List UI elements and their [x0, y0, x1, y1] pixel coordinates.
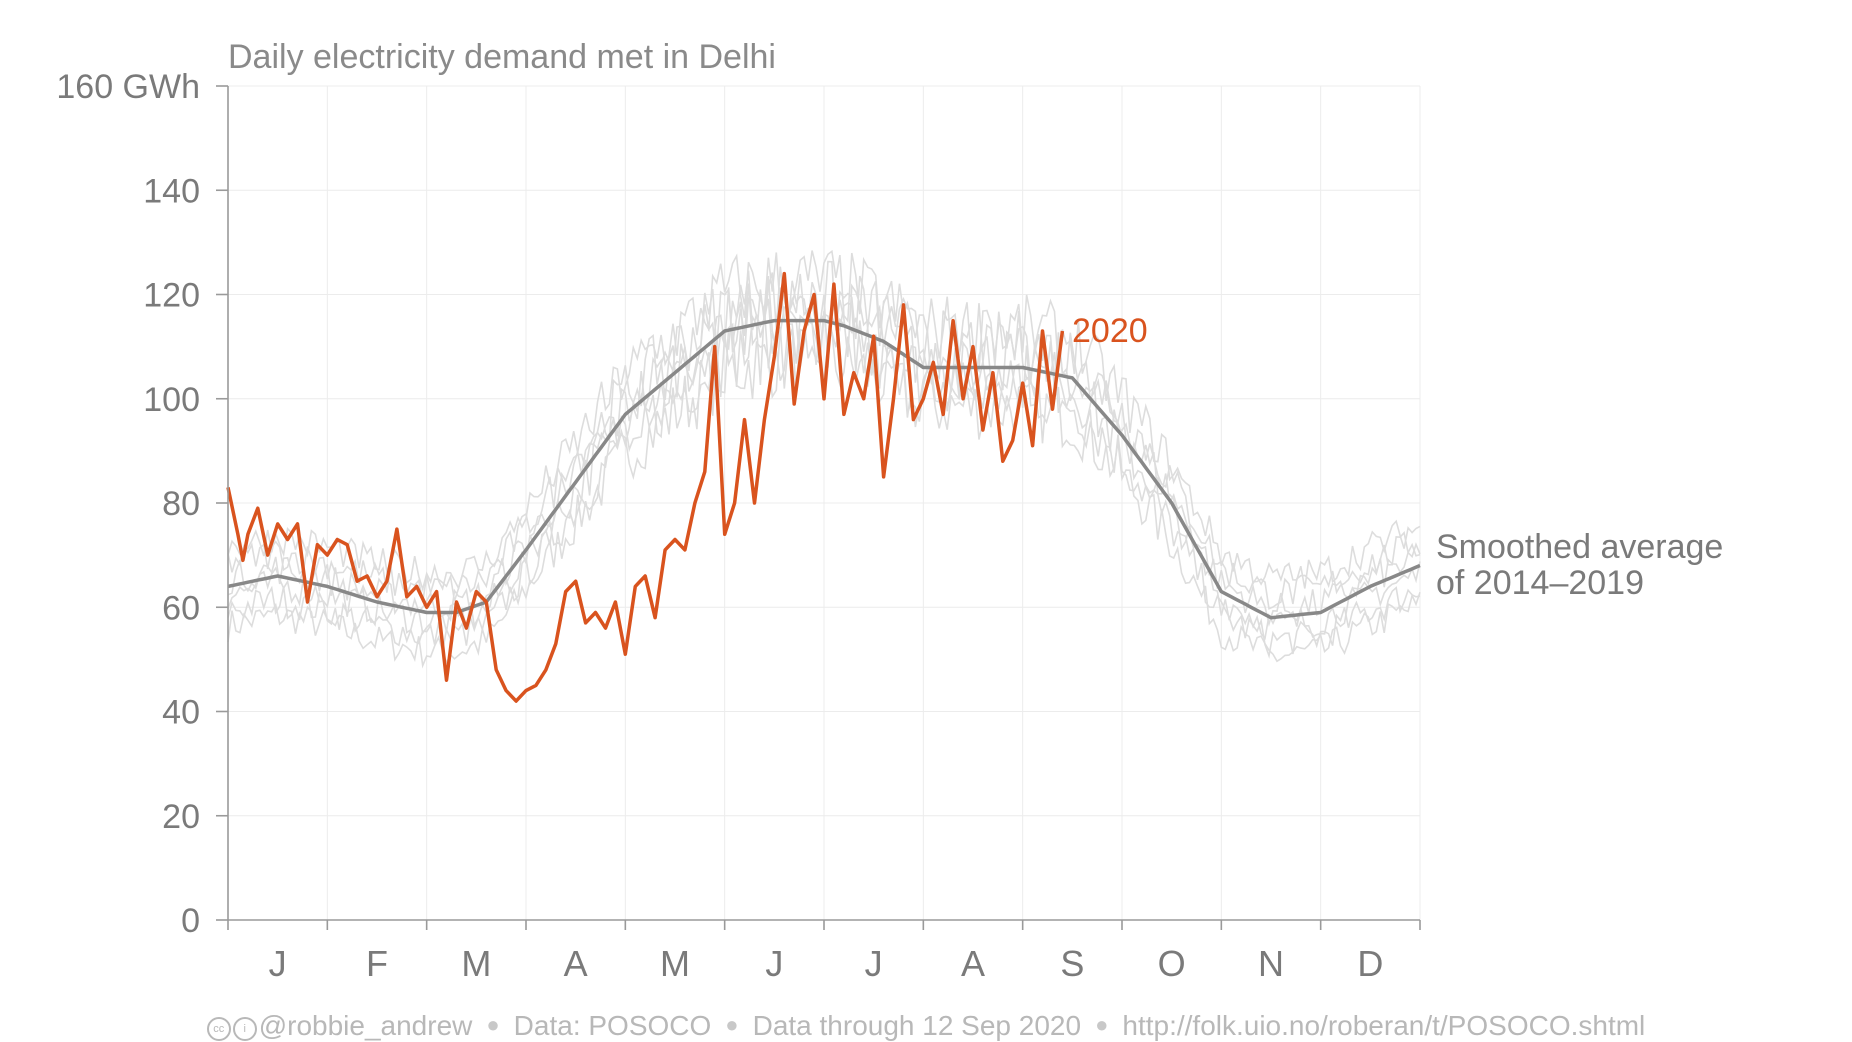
footer-handle: @robbie_andrew — [258, 1010, 473, 1041]
x-tick-label: N — [1258, 943, 1284, 984]
x-tick-label: A — [564, 943, 588, 984]
series-line-2020 — [226, 271, 1065, 703]
y-tick-label: 40 — [162, 694, 200, 732]
footer-source: Data: POSOCO — [513, 1010, 712, 1041]
x-tick-label: J — [269, 943, 287, 984]
cc-icon: cc — [206, 1017, 231, 1041]
by-icon: i — [232, 1017, 257, 1041]
average-label-line1: Smoothed average — [1436, 528, 1723, 566]
footer-through: Data through 12 Sep 2020 — [752, 1010, 1082, 1041]
footer-separator: ● — [725, 1012, 739, 1037]
footer-url[interactable]: http://folk.uio.no/roberan/t/POSOCO.shtm… — [1122, 1010, 1646, 1041]
average-label-line2: of 2014–2019 — [1436, 564, 1644, 602]
series-label-2020: 2020 — [1072, 312, 1148, 350]
x-tick-label: J — [765, 943, 783, 984]
x-tick-label: S — [1060, 943, 1084, 984]
footer-separator: ● — [1095, 1012, 1109, 1037]
footer: cc i @robbie_andrew ● Data: POSOCO ● Data thro… — [0, 1010, 1852, 1042]
chart-title: Daily electricity demand met in Delhi — [228, 38, 776, 76]
y-tick-label: 0 — [181, 902, 200, 940]
x-tick-label: D — [1357, 943, 1383, 984]
footer-separator: ● — [486, 1012, 500, 1037]
y-tick-label: 20 — [162, 798, 200, 836]
history-year-line — [227, 294, 1421, 641]
x-tick-label: A — [961, 943, 985, 984]
series-layer — [226, 271, 1421, 703]
x-tick-label: F — [366, 943, 388, 984]
y-tick-label: 160 GWh — [56, 68, 200, 106]
x-tick-label: O — [1158, 943, 1186, 984]
y-tick-label: 100 — [143, 381, 200, 419]
y-tick-label: 80 — [162, 485, 200, 523]
history-lines — [227, 249, 1421, 669]
x-tick-label: J — [865, 943, 883, 984]
x-tick-label: M — [660, 943, 690, 984]
x-tick-label: M — [461, 943, 491, 984]
history-year-line — [227, 249, 1421, 593]
gridlines — [227, 85, 1421, 921]
series-line-average — [227, 318, 1421, 620]
axes: 0 20 40 60 80 100 120 140 160 GWh J F M A M J J A S O N D — [56, 68, 1421, 984]
y-tick-label: 60 — [162, 589, 200, 627]
y-tick-label: 120 — [143, 277, 200, 315]
y-tick-label: 140 — [143, 172, 200, 210]
